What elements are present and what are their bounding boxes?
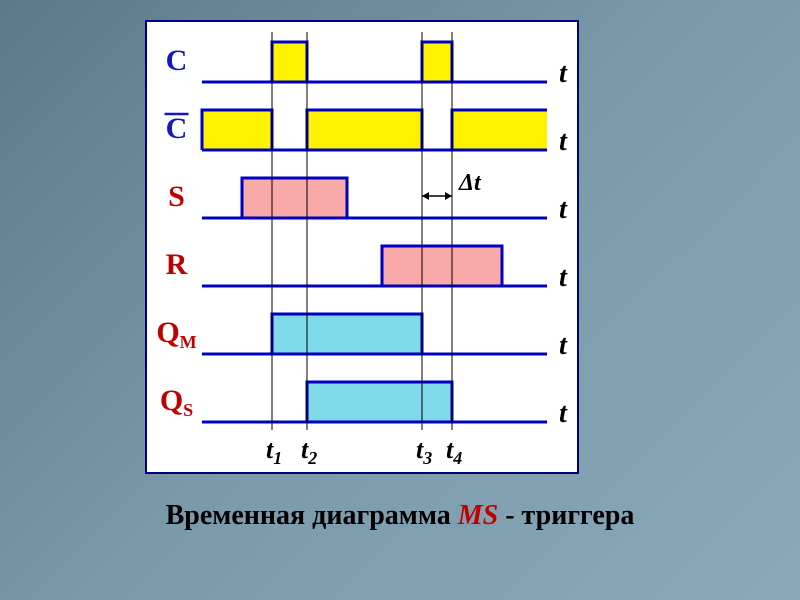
t-label-QS: t: [559, 398, 568, 429]
t-label-S: t: [559, 194, 568, 225]
caption-emph: MS: [458, 500, 498, 531]
signal-fill-QS: [202, 382, 547, 422]
delta-t-label: Δt: [458, 170, 482, 196]
caption-prefix: Временная диаграмма: [166, 500, 458, 531]
signal-fill-QM: [202, 314, 547, 354]
caption-suffix: - триггера: [498, 500, 634, 531]
row-label-QM: QM: [156, 316, 196, 352]
row-label-C: C: [166, 44, 188, 77]
row-label-Cbar: C: [166, 112, 188, 145]
tick-label-t1: t1: [266, 435, 282, 468]
tick-label-t4: t4: [446, 435, 462, 468]
signal-fill-C: [202, 42, 547, 82]
row-label-QS: QS: [160, 384, 193, 420]
t-label-QM: t: [559, 330, 568, 361]
delta-t-arrow-left: [422, 192, 429, 200]
caption: Временная диаграмма MS - триггера: [0, 500, 800, 532]
signal-fill-S: [202, 178, 547, 218]
tick-label-t3: t3: [416, 435, 432, 468]
row-label-S: S: [168, 180, 185, 213]
t-label-C: t: [559, 58, 568, 89]
signal-fill-Cbar: [202, 110, 547, 150]
t-label-Cbar: t: [559, 126, 568, 157]
tick-label-t2: t2: [301, 435, 317, 468]
t-label-R: t: [559, 262, 568, 293]
signal-stroke-C: [202, 42, 547, 82]
row-label-R: R: [166, 248, 188, 281]
delta-t-arrow-right: [445, 192, 452, 200]
signal-fill-R: [202, 246, 547, 286]
diagram-panel: Ct Ct St Rt QM t QS t t1 t2 t3 t4 Δt: [145, 20, 579, 474]
timing-diagram: Ct Ct St Rt QM t QS t t1 t2 t3 t4 Δt: [147, 22, 577, 472]
